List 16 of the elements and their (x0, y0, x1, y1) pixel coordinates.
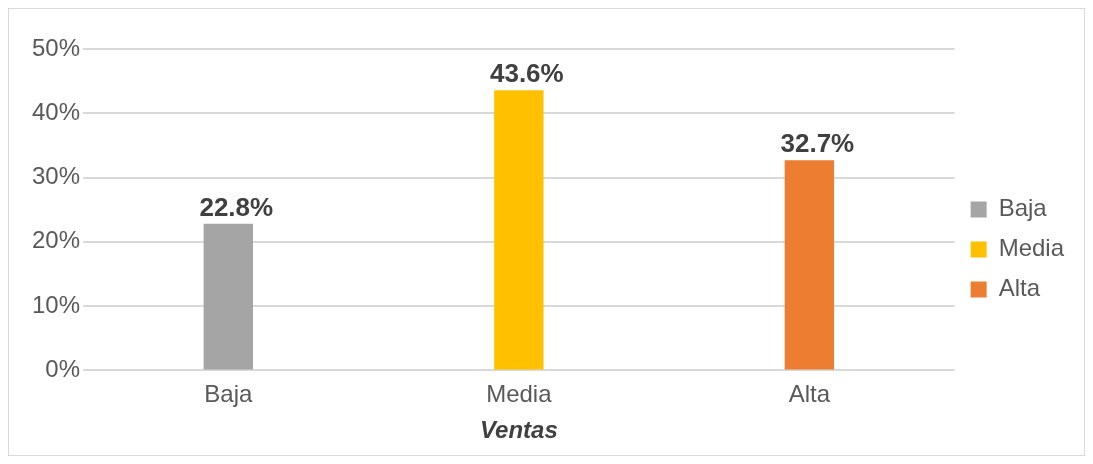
y-tick-label: 0% (45, 355, 81, 383)
y-tick-label: 50% (31, 33, 81, 61)
x-tick-label: Baja (204, 380, 253, 408)
y-tick-label: 20% (31, 226, 81, 254)
x-tick-label: Alta (788, 380, 831, 408)
data-label: 22.8% (199, 192, 274, 223)
y-tick-label: 30% (31, 162, 81, 190)
data-label: 43.6% (489, 58, 564, 89)
legend-label: Baja (998, 194, 1048, 222)
x-tick-label: Media (486, 380, 553, 408)
legend-label: Alta (998, 274, 1041, 302)
data-label: 32.7% (780, 128, 855, 159)
y-tick-label: 40% (31, 97, 81, 125)
y-tick-label: 10% (31, 290, 81, 318)
legend-label: Media (998, 234, 1065, 262)
x-axis-title: Ventas (479, 416, 558, 444)
